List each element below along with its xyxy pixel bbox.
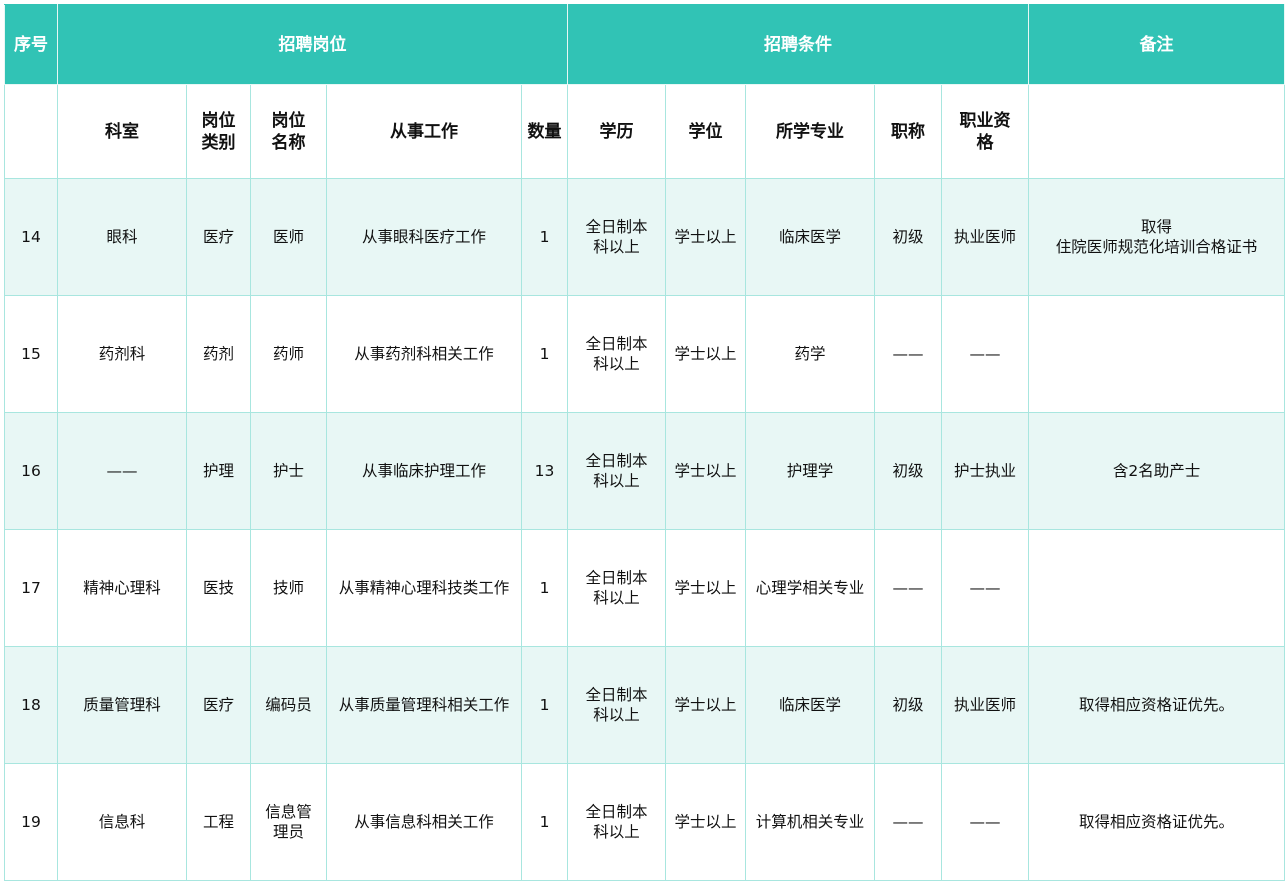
table-row: 16 —— 护理 护士 从事临床护理工作 13 全日制本科以上 学士以上 护理学 初级 护士执业 含2… [4, 412, 1286, 530]
header-education: 学历 [567, 84, 667, 179]
cell-notes: 含2名助产士 [1028, 412, 1286, 530]
cell-title: 药师 [250, 295, 327, 413]
cell-qualification: —— [941, 295, 1030, 413]
cell-rank: 初级 [874, 646, 943, 764]
cell-count: 1 [520, 763, 569, 881]
cell-major: 心理学相关专业 [745, 529, 876, 647]
cell-count: 13 [520, 412, 569, 530]
cell-major: 药学 [745, 295, 876, 413]
cell-degree: 学士以上 [665, 646, 747, 764]
cell-count: 1 [520, 529, 569, 647]
header-category: 岗位类别 [186, 84, 251, 179]
cell-duties: 从事临床护理工作 [326, 412, 522, 530]
table-row: 19 信息科 工程 信息管理员 从事信息科相关工作 1 全日制本科以上 学士以上 计算机相关专业… [4, 763, 1286, 881]
cell-index: 19 [4, 763, 58, 881]
cell-count: 1 [520, 295, 569, 413]
cell-duties: 从事眼科医疗工作 [326, 178, 522, 296]
cell-index: 15 [4, 295, 58, 413]
cell-education: 全日制本科以上 [567, 412, 667, 530]
cell-title: 护士 [250, 412, 327, 530]
cell-notes [1028, 529, 1286, 647]
cell-rank: 初级 [874, 178, 943, 296]
table-row: 17 精神心理科 医技 技师 从事精神心理科技类工作 1 全日制本科以上 学士以上 心理学相关专… [4, 529, 1286, 647]
header-requirements: 招聘条件 [567, 4, 1030, 85]
cell-duties: 从事药剂科相关工作 [326, 295, 522, 413]
table-row: 15 药剂科 药剂 药师 从事药剂科相关工作 1 全日制本科以上 学士以上 药学 —— —— [4, 295, 1286, 413]
header-major: 所学专业 [745, 84, 876, 179]
cell-qualification: 执业医师 [941, 646, 1030, 764]
header-blank-notes [1028, 84, 1286, 179]
cell-index: 14 [4, 178, 58, 296]
cell-notes: 取得 住院医师规范化培训合格证书 [1028, 178, 1286, 296]
cell-rank: —— [874, 295, 943, 413]
header-blank [4, 84, 58, 179]
table-row: 14 眼科 医疗 医师 从事眼科医疗工作 1 全日制本科以上 学士以上 临床医学 初级 执业医师 取得… [4, 178, 1286, 296]
cell-department: 精神心理科 [57, 529, 187, 647]
header-position: 招聘岗位 [56, 4, 569, 85]
cell-degree: 学士以上 [665, 763, 747, 881]
cell-department: 信息科 [57, 763, 187, 881]
cell-major: 临床医学 [745, 178, 876, 296]
cell-title: 医师 [250, 178, 327, 296]
cell-rank: 初级 [874, 412, 943, 530]
cell-education: 全日制本科以上 [567, 646, 667, 764]
cell-notes: 取得相应资格证优先。 [1028, 763, 1286, 881]
cell-major: 护理学 [745, 412, 876, 530]
header-degree: 学位 [665, 84, 747, 179]
cell-qualification: 执业医师 [941, 178, 1030, 296]
cell-rank: —— [874, 529, 943, 647]
cell-count: 1 [520, 178, 569, 296]
header-row-top: 序号 招聘岗位 招聘条件 备注 [4, 4, 1286, 85]
cell-index: 16 [4, 412, 58, 530]
cell-category: 药剂 [186, 295, 251, 413]
cell-department: 眼科 [57, 178, 187, 296]
cell-qualification: —— [941, 763, 1030, 881]
cell-title: 技师 [250, 529, 327, 647]
cell-rank: —— [874, 763, 943, 881]
cell-index: 17 [4, 529, 58, 647]
cell-major: 临床医学 [745, 646, 876, 764]
cell-notes: 取得相应资格证优先。 [1028, 646, 1286, 764]
header-qualification: 职业资格 [941, 84, 1030, 179]
recruitment-table: 序号 招聘岗位 招聘条件 备注 科室 岗位类别 岗位名称 从事工作 数量 学历 学位 所学专业… [4, 4, 1286, 881]
cell-degree: 学士以上 [665, 295, 747, 413]
cell-category: 医疗 [186, 178, 251, 296]
table-row: 18 质量管理科 医疗 编码员 从事质量管理科相关工作 1 全日制本科以上 学士以上 临床医学初… [4, 646, 1286, 764]
cell-department: —— [57, 412, 187, 530]
cell-degree: 学士以上 [665, 529, 747, 647]
cell-count: 1 [520, 646, 569, 764]
cell-education: 全日制本科以上 [567, 295, 667, 413]
cell-notes [1028, 295, 1286, 413]
cell-duties: 从事精神心理科技类工作 [326, 529, 522, 647]
header-notes: 备注 [1028, 4, 1286, 85]
header-count: 数量 [520, 84, 569, 179]
header-row-sub: 科室 岗位类别 岗位名称 从事工作 数量 学历 学位 所学专业 职称 职业资格 [4, 84, 1286, 179]
cell-category: 医疗 [186, 646, 251, 764]
cell-title: 编码员 [250, 646, 327, 764]
cell-education: 全日制本科以上 [567, 763, 667, 881]
header-rank: 职称 [874, 84, 943, 179]
cell-degree: 学士以上 [665, 412, 747, 530]
cell-category: 工程 [186, 763, 251, 881]
cell-major: 计算机相关专业 [745, 763, 876, 881]
header-index: 序号 [4, 4, 58, 85]
header-duties: 从事工作 [326, 84, 522, 179]
cell-qualification: 护士执业 [941, 412, 1030, 530]
header-department: 科室 [57, 84, 187, 179]
cell-index: 18 [4, 646, 58, 764]
cell-education: 全日制本科以上 [567, 529, 667, 647]
cell-qualification: —— [941, 529, 1030, 647]
cell-category: 医技 [186, 529, 251, 647]
table-body: 14 眼科 医疗 医师 从事眼科医疗工作 1 全日制本科以上 学士以上 临床医学 初级 执业医师 取得… [4, 178, 1286, 881]
cell-category: 护理 [186, 412, 251, 530]
cell-department: 质量管理科 [57, 646, 187, 764]
cell-title: 信息管理员 [250, 763, 327, 881]
cell-duties: 从事质量管理科相关工作 [326, 646, 522, 764]
cell-degree: 学士以上 [665, 178, 747, 296]
cell-department: 药剂科 [57, 295, 187, 413]
cell-duties: 从事信息科相关工作 [326, 763, 522, 881]
header-title: 岗位名称 [250, 84, 327, 179]
cell-education: 全日制本科以上 [567, 178, 667, 296]
